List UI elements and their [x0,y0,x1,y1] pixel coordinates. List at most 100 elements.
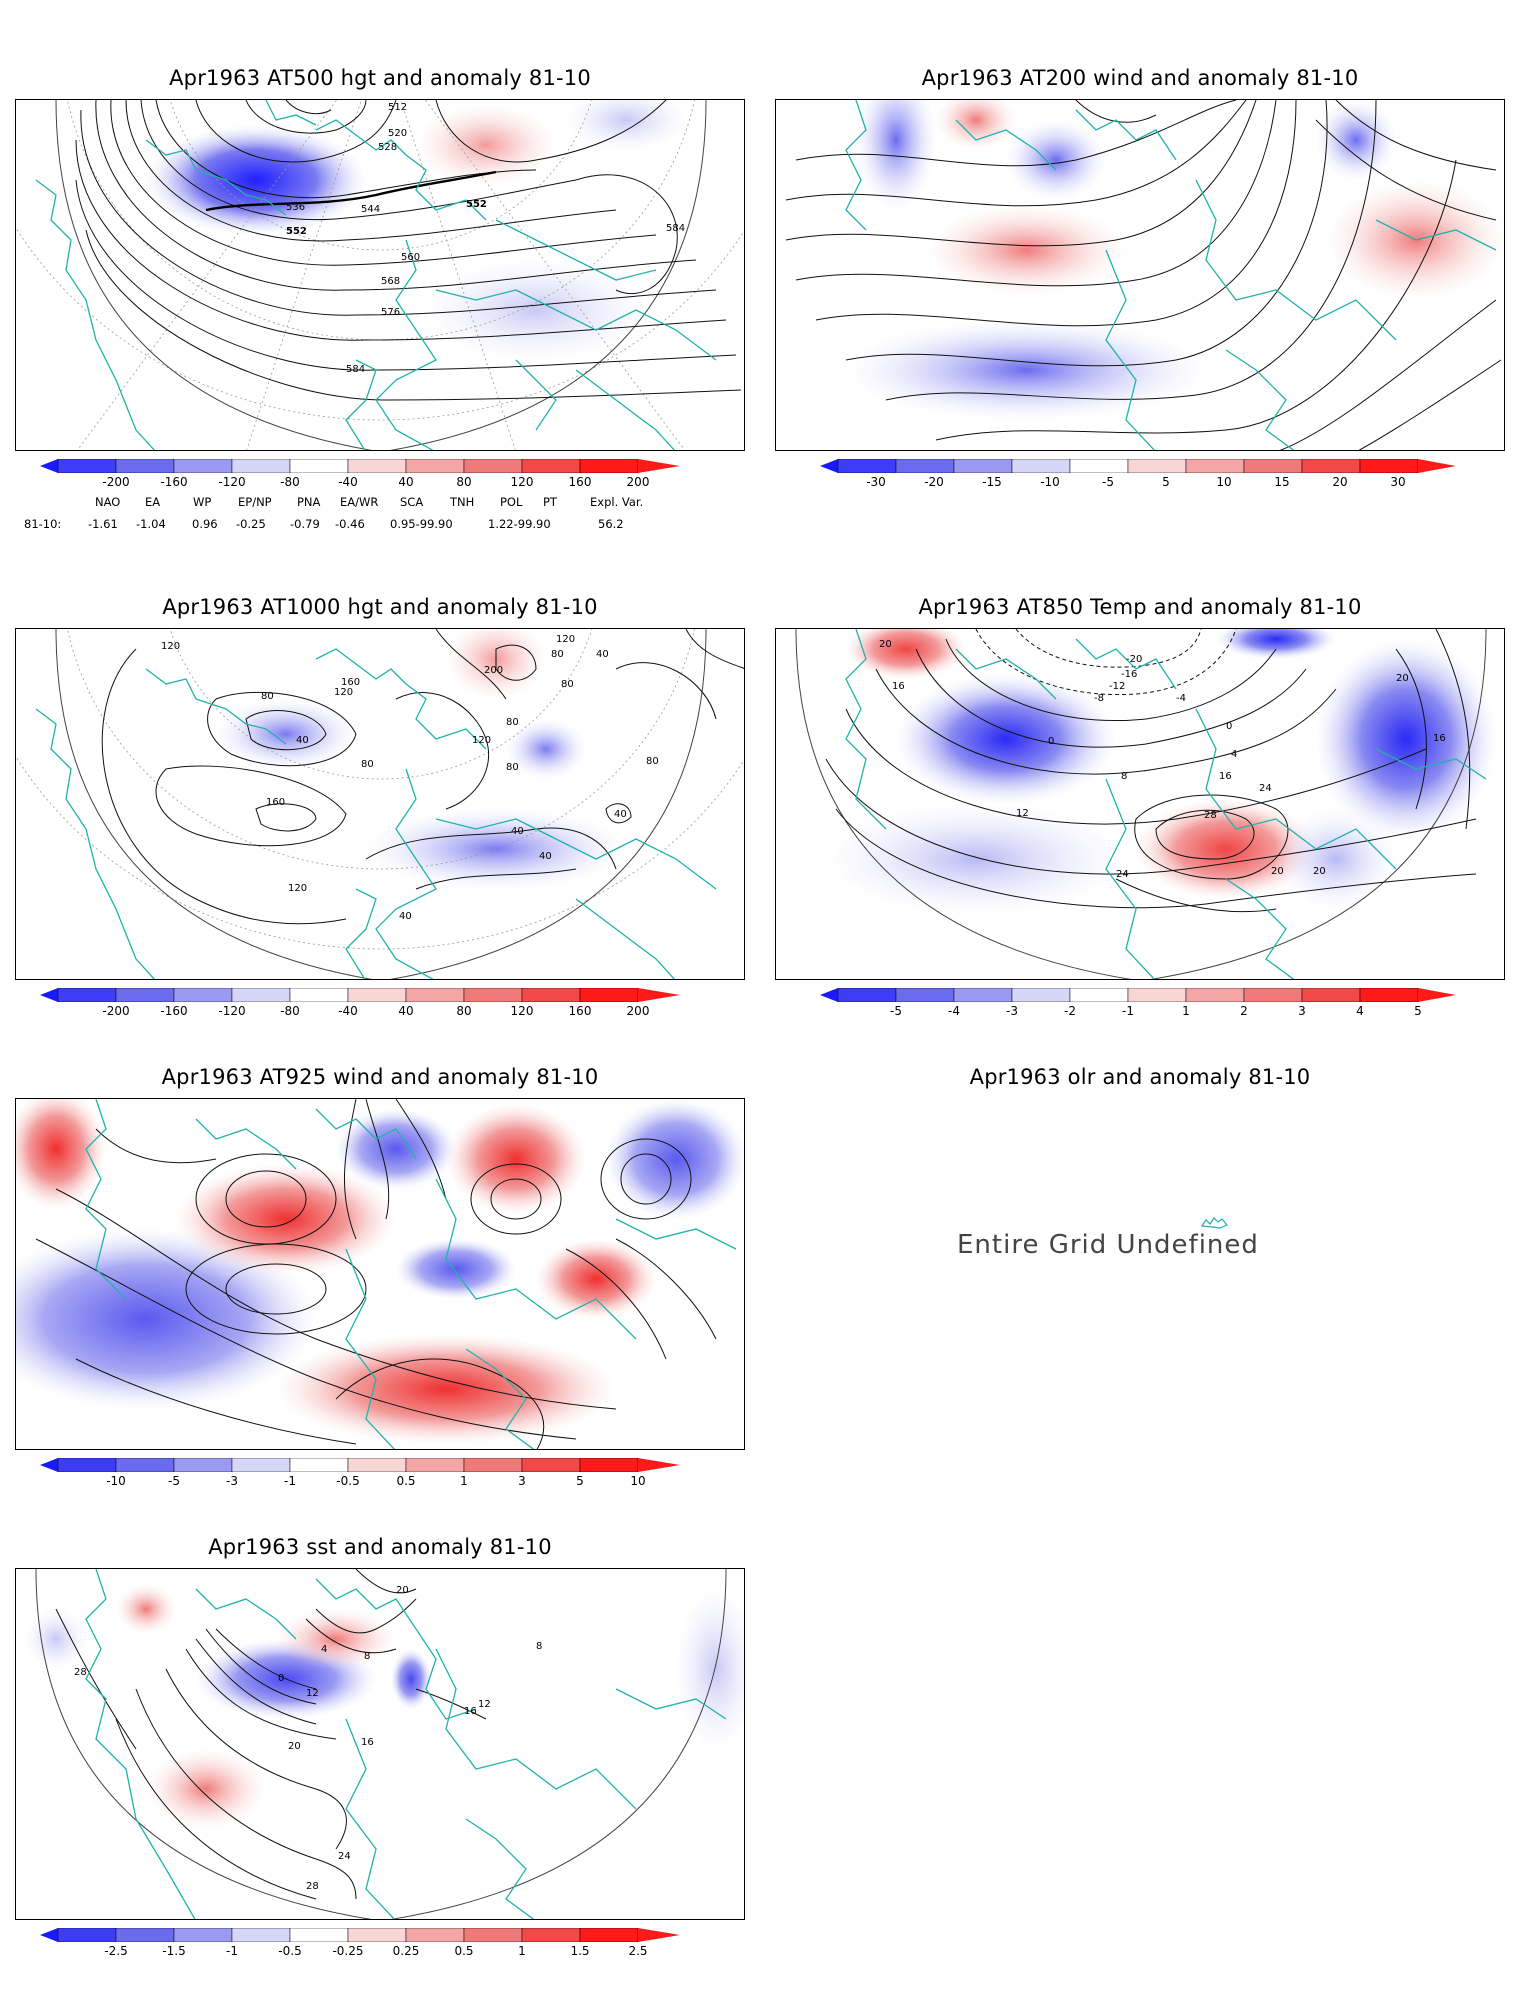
anomaly-neg-subtropic [826,804,1126,914]
map-at925 [15,1098,745,1450]
coastlines [845,100,1497,450]
map-at500-canvas: 512 520 528 536 544 552 552 560 568 576 … [16,100,744,450]
colorbar-tick: 10 [630,1474,646,1488]
contour-label: 40 [539,851,552,862]
sst-contour-labels: 28 0 4 8 12 16 20 24 28 20 16 12 8 [74,1585,542,1892]
anomaly-neg-greenland [1006,120,1106,200]
contour-label: 16 [1433,733,1446,744]
colorbar-at850 [820,988,1456,1002]
contour-label: 160 [266,797,285,808]
tele-header: EA [145,495,161,509]
tele-header: PT [543,495,557,509]
contour-label: 80 [506,717,519,728]
anomaly-pos-north-pacific [116,1584,176,1634]
colorbar-tick: 4 [1356,1004,1364,1018]
anomaly-neg-mediterranean [396,1239,516,1299]
colorbar-at925 [40,1458,680,1472]
coastlines [35,648,717,979]
contour-label: 584 [346,364,365,375]
panel-title-sst: Apr1963 sst and anomaly 81-10 [208,1535,552,1559]
anomaly-pos-north-pacific [846,629,966,679]
colorbar-tick: -200 [102,1004,130,1018]
contour-label: 20 [1396,673,1409,684]
contour-label: 544 [361,204,380,215]
contour-label: 16 [892,681,905,692]
anomaly-pos-north-atlantic [276,1609,396,1669]
map-at850-canvas: 20 16 -20 -16 -12 -8 -4 0 0 4 8 16 24 28… [795,629,1496,979]
colorbar-tick: -3 [1006,1004,1018,1018]
contour-label: 20 [879,639,892,650]
anomaly-neg-siberia [566,100,686,150]
tele-value: -1.04 [136,517,166,531]
colorbar-tick: 40 [398,475,414,489]
contour-label: 24 [338,1851,351,1862]
contour-label: 80 [261,691,274,702]
colorbar-tick: -2 [1064,1004,1076,1018]
coastlines [85,1099,737,1449]
contour-label: 40 [596,649,609,660]
colorbar-tick: -0.5 [278,1944,302,1958]
colorbar-tick: 30 [1390,475,1406,489]
colorbar-tick: -80 [280,475,300,489]
contour-label: 8 [364,1651,370,1662]
temperature-contours [825,629,1477,913]
contour-552-bold [205,170,497,212]
contour-label: 0 [1226,721,1232,732]
streamlines [35,1099,717,1449]
anomaly-neg-newfoundland [146,125,366,235]
contour-label: 8 [536,1641,542,1652]
hemisphere-edge [55,629,707,979]
colorbar-tick: -200 [102,475,130,489]
colorbar-tick: 5 [576,1474,584,1488]
contour-label: 120 [288,883,307,894]
colorbar-tick: -10 [106,1474,126,1488]
anomaly-pos-north [936,100,1016,150]
tele-value: -1.61 [88,517,118,531]
olr-icon [1200,1217,1228,1229]
contour-label: 20 [396,1585,409,1596]
map-sst: 28 0 4 8 12 16 20 24 28 20 16 12 8 [15,1568,745,1920]
anomaly-neg-pacific-west [26,1609,86,1669]
panel-title-at500: Apr1963 AT500 hgt and anomaly 81-10 [169,66,591,90]
anomaly-neg-india [1276,809,1396,909]
contour-label: 20 [1271,866,1284,877]
contour-label: 80 [551,649,564,660]
contour-label: 584 [666,223,685,234]
tele-value: 0.96 [192,517,218,531]
colorbar-tick: 3 [1298,1004,1306,1018]
colorbar-labels-at925: -10 -5 -3 -1 -0.5 0.5 1 3 5 10 [40,1474,710,1490]
anomaly-neg-asia [606,1099,744,1219]
anomaly-neg-mediterranean [426,260,646,360]
colorbar-tick: 5 [1162,475,1170,489]
colorbar-tick: -5 [1102,475,1114,489]
contour-label: 16 [1219,771,1232,782]
contour-label: 568 [381,276,400,287]
contour-label: 80 [646,756,659,767]
contour-label: 16 [361,1737,374,1748]
colorbar-tick: 120 [510,1004,534,1018]
anomaly-neg-asia [1316,639,1496,839]
tele-header: SCA [400,495,424,509]
colorbar-labels-at500: -200 -160 -120 -80 -40 40 80 120 160 200 [40,475,710,491]
map-at200-canvas [785,100,1504,450]
colorbar-tick: -0.5 [336,1474,360,1488]
colorbar-tick: 0.25 [392,1944,420,1958]
tele-header: EP/NP [238,495,272,509]
colorbar-tick: -10 [1040,475,1060,489]
anomaly-neg-europe [506,719,586,779]
colorbar-tick: -1 [1122,1004,1134,1018]
colorbar-tick: 3 [518,1474,526,1488]
contour-label: 40 [614,809,627,820]
panel-title-at1000: Apr1963 AT1000 hgt and anomaly 81-10 [162,595,598,619]
at500-contour-labels: 512 520 528 536 544 552 552 560 568 576 … [286,102,685,375]
colorbar-tick: 1 [1182,1004,1190,1018]
anomaly-neg-subtropic [16,1229,316,1409]
contour-label: -16 [1121,669,1137,680]
colorbar-tick: -120 [218,475,246,489]
anomaly-neg-pacific [856,100,936,210]
colorbar-tick: -3 [226,1474,238,1488]
panel-title-at925: Apr1963 AT925 wind and anomaly 81-10 [161,1065,599,1089]
tele-value: 56.2 [598,517,624,531]
colorbar-at200 [820,459,1456,473]
tele-header: Expl. Var. [590,495,644,509]
